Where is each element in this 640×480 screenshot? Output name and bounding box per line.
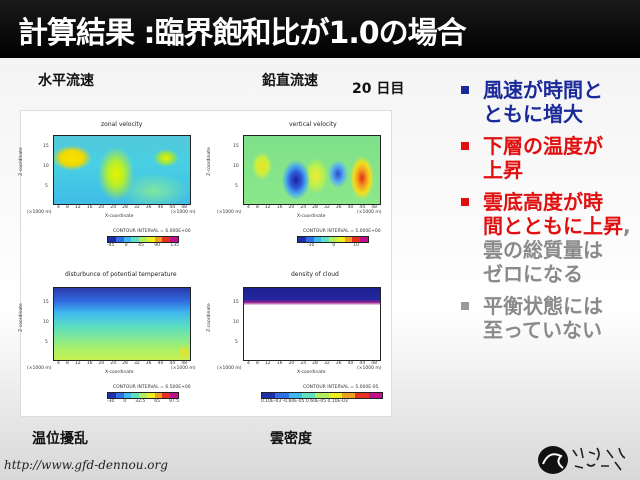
contour-interval: CONTOUR INTERVAL = 5.000E-05 bbox=[303, 385, 379, 390]
y-axis-label: Z-coordinate bbox=[206, 303, 212, 332]
slide-title: 計算結果 :臨界飽和比が1.0の場合 bbox=[18, 16, 467, 51]
panel-title: density of cloud bbox=[291, 271, 339, 278]
y-tick: 15 bbox=[233, 144, 239, 149]
label-horizontal-velocity: 水平流速 bbox=[38, 73, 94, 89]
y-unit: (×1000 m) bbox=[217, 210, 242, 215]
y-tick: 5 bbox=[235, 340, 238, 345]
bullet-equilibrium: 平衡状態には 至っていない bbox=[455, 294, 635, 342]
panel-title: vertical velocity bbox=[289, 121, 337, 128]
x-unit: (×1000 m) bbox=[171, 210, 196, 215]
y-tick: 5 bbox=[45, 340, 48, 345]
label-potential-temperature: 温位擾乱 bbox=[32, 431, 88, 447]
panel-title: zonal velocity bbox=[101, 121, 143, 128]
x-ticks: 4 8 12 16 20 24 28 32 36 40 44 48 bbox=[57, 205, 187, 210]
y-tick: 15 bbox=[43, 300, 49, 305]
x-axis-label: X-coordinate bbox=[297, 214, 326, 219]
cloud-density-plot bbox=[243, 287, 381, 361]
x-axis-label: X-coordinate bbox=[105, 214, 134, 219]
colorbar bbox=[297, 236, 369, 243]
x-ticks: 4 8 12 16 20 24 28 32 36 40 44 48 bbox=[247, 361, 377, 366]
y-unit: (×1000 m) bbox=[217, 366, 242, 371]
bullet-cloud-base: 雲底高度が時 間とともに上昇, 雲の総質量は ゼロになる bbox=[455, 190, 635, 286]
y-axis-label: Z-coordinate bbox=[18, 147, 24, 176]
colorbar bbox=[107, 236, 179, 243]
y-tick: 10 bbox=[43, 320, 49, 325]
x-ticks: 4 8 12 16 20 24 28 32 36 40 44 48 bbox=[247, 205, 377, 210]
y-tick: 5 bbox=[235, 184, 238, 189]
x-ticks: 4 8 12 16 20 24 28 32 36 40 44 48 bbox=[57, 361, 187, 366]
bullet-wind-speed: 風速が時間と ともに増大 bbox=[455, 78, 635, 126]
x-unit: (×1000 m) bbox=[357, 366, 382, 371]
y-axis-label: Z-coordinate bbox=[18, 303, 24, 332]
bullet-marker bbox=[461, 198, 469, 206]
y-tick: 10 bbox=[233, 320, 239, 325]
colorbar-ticks: -10 0 10 bbox=[307, 243, 359, 248]
y-tick: 10 bbox=[43, 164, 49, 169]
gfd-dennou-logo-icon bbox=[538, 446, 626, 474]
y-unit: (×1000 m) bbox=[27, 366, 52, 371]
zonal-velocity-plot bbox=[53, 135, 191, 205]
label-vertical-velocity: 鉛直流速 bbox=[262, 73, 318, 89]
colorbar bbox=[261, 392, 383, 399]
contour-interval: CONTOUR INTERVAL = 6.000E+00 bbox=[113, 229, 191, 234]
colorbar bbox=[107, 392, 179, 399]
label-cloud-density: 雲密度 bbox=[270, 431, 312, 447]
label-day: 20 日目 bbox=[352, 81, 405, 97]
footer-url: http://www.gfd-dennou.org bbox=[4, 458, 168, 472]
x-axis-label: X-coordinate bbox=[105, 370, 134, 375]
title-bar: 計算結果 :臨界飽和比が1.0の場合 bbox=[0, 0, 640, 58]
bullet-marker bbox=[461, 86, 469, 94]
simulation-figure: zonal velocity Z-coordinate 15 10 5 4 8 12… bbox=[18, 110, 392, 417]
bullet-lower-temperature: 下層の温度が 上昇 bbox=[455, 134, 635, 182]
y-tick: 5 bbox=[45, 184, 48, 189]
x-unit: (×1000 m) bbox=[171, 366, 196, 371]
y-tick: 10 bbox=[233, 164, 239, 169]
x-axis-label: X-coordinate bbox=[297, 370, 326, 375]
contour-interval: CONTOUR INTERVAL = 5.000E+00 bbox=[303, 229, 381, 234]
bullet-marker bbox=[461, 302, 469, 310]
y-axis-label: Z-coordinate bbox=[206, 147, 212, 176]
bullet-list: 風速が時間と ともに増大 下層の温度が 上昇 雲底高度が時 間とともに上昇, 雲の総質… bbox=[455, 78, 635, 350]
panel-title: disturbunce of potential temperature bbox=[65, 271, 177, 278]
contour-interval: CONTOUR INTERVAL = 6.500E+00 bbox=[113, 385, 191, 390]
colorbar-ticks: -45 0 45 90 135 bbox=[107, 243, 179, 248]
y-unit: (×1000 m) bbox=[27, 210, 52, 215]
bullet-marker bbox=[461, 142, 469, 150]
y-tick: 15 bbox=[233, 300, 239, 305]
vertical-velocity-plot bbox=[243, 135, 381, 205]
potential-temperature-plot bbox=[53, 287, 191, 361]
colorbar-ticks: -30 0 32.5 65 97.5 bbox=[107, 399, 179, 404]
colorbar-ticks: 0.10E-03 -0.60E-05 0.60E-05 0.10E-03 bbox=[261, 399, 348, 404]
y-tick: 15 bbox=[43, 144, 49, 149]
x-unit: (×1000 m) bbox=[357, 210, 382, 215]
